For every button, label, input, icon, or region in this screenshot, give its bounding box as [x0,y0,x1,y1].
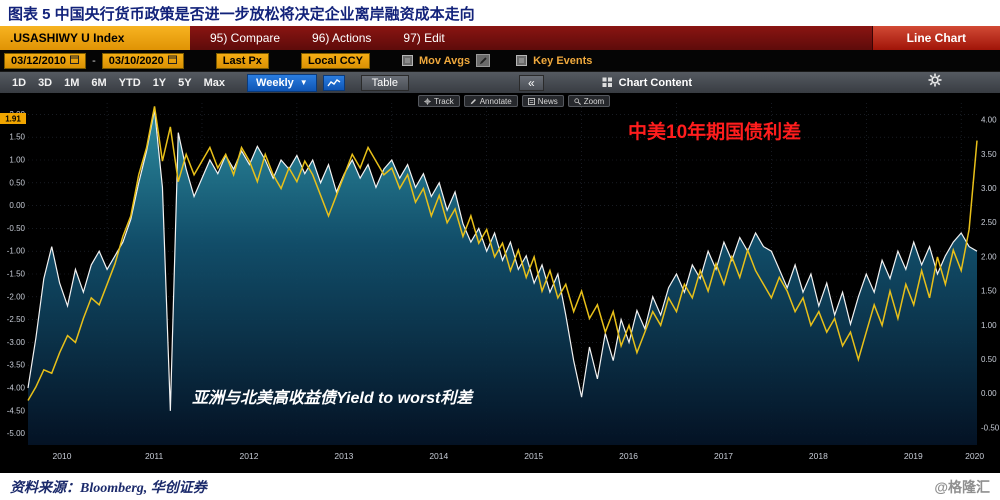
annotation-cn-us-10y-spread: 中美10年期国债利差 [628,122,802,143]
pencil-icon[interactable] [476,54,491,67]
movavgs-checkbox[interactable] [401,55,413,66]
line-chart-button[interactable]: Line Chart [871,26,1000,50]
collapse-button[interactable]: « [518,74,544,91]
keyevents-label: Key Events [533,54,593,67]
period-bar: 1D 3D 1M 6M YTD 1Y 5Y Max Weekly ▼ Table… [0,71,1000,93]
svg-text:1.91: 1.91 [5,115,21,124]
line-chart-icon [327,78,341,86]
watermark: @格隆汇 [934,478,990,495]
frequency-select[interactable]: Weekly ▼ [247,73,317,92]
svg-text:-1.00: -1.00 [7,247,26,256]
svg-text:-1.50: -1.50 [7,270,26,279]
svg-text:2020: 2020 [965,451,984,461]
menu-item-edit[interactable]: 97) Edit [403,31,445,45]
annotate-icon [470,98,476,104]
svg-text:0.50: 0.50 [9,178,25,187]
range-5y[interactable]: 5Y [178,76,192,89]
gear-icon[interactable] [928,73,942,92]
menu-item-compare[interactable]: 95) Compare [210,31,281,45]
calendar-icon [70,55,80,67]
settings-bar: 03/12/2010 - 03/10/2020 Last Px Local CC… [0,50,1000,71]
svg-text:-2.00: -2.00 [7,292,26,301]
svg-text:3.00: 3.00 [981,184,997,193]
svg-text:2010: 2010 [53,451,72,461]
svg-text:-0.50: -0.50 [981,423,1000,432]
svg-text:2.00: 2.00 [981,252,997,261]
menu-item-actions[interactable]: 96) Actions [312,31,372,45]
annotation-asia-na-hy-ytw-spread: 亚洲与北美高收益债Yield to worst利差 [192,390,473,407]
svg-text:0.50: 0.50 [981,355,997,364]
annotate-button[interactable]: Annotate [463,95,518,107]
date-from-input[interactable]: 03/12/2010 [4,52,87,69]
range-3d[interactable]: 3D [38,76,53,89]
linechart-icon-button[interactable] [322,74,345,91]
track-icon [424,97,431,105]
svg-text:1.50: 1.50 [981,287,997,296]
range-ytd[interactable]: YTD [118,76,141,89]
zoom-icon [574,97,581,105]
svg-text:2013: 2013 [334,451,353,461]
news-icon [527,97,535,105]
range-1d[interactable]: 1D [12,76,27,89]
calendar-icon [167,55,177,67]
svg-text:-0.50: -0.50 [7,224,26,233]
svg-text:2015: 2015 [524,451,543,461]
table-button[interactable]: Table [360,74,409,91]
last-price-marker: 1.91 [0,113,26,125]
svg-text:2017: 2017 [714,451,733,461]
grid-icon [602,77,612,87]
svg-text:2.50: 2.50 [981,218,997,227]
svg-text:2012: 2012 [240,451,259,461]
movavgs-label: Mov Avgs [418,54,471,67]
figure-caption: 图表 5 中国央行货币政策是否进一步放松将决定企业离岸融资成本走向 [8,5,475,23]
news-button[interactable]: News [521,95,564,107]
date-to-input[interactable]: 03/10/2020 [101,52,184,69]
svg-text:1.00: 1.00 [9,156,25,165]
range-6m[interactable]: 6M [91,76,107,89]
svg-text:3.50: 3.50 [981,150,997,159]
chart-canvas[interactable]: Track Annotate News Zoom 中美10年期国债利差 亚洲与北… [0,93,1000,473]
svg-text:2011: 2011 [145,451,164,461]
svg-text:2018: 2018 [809,451,828,461]
svg-text:-5.00: -5.00 [7,429,26,438]
svg-text:-3.50: -3.50 [7,361,26,370]
currency-select[interactable]: Local CCY [300,52,370,69]
range-1m[interactable]: 1M [64,76,80,89]
svg-text:0.00: 0.00 [981,389,997,398]
track-button[interactable]: Track [418,95,460,107]
svg-text:1.00: 1.00 [981,321,997,330]
security-field[interactable]: .USASHIWY U Index [0,26,190,50]
chart-content-button[interactable]: Chart Content [602,77,692,89]
svg-text:2014: 2014 [429,451,448,461]
chart-plot[interactable]: 2.00 1.50 1.00 0.50 0.00 -0.50 -1.00 -1.50 -2.00… [0,93,1000,473]
price-field-select[interactable]: Last Px [215,52,269,69]
keyevents-checkbox[interactable] [516,55,528,66]
zoom-button[interactable]: Zoom [567,95,611,107]
figure-caption-bar: 图表 5 中国央行货币政策是否进一步放松将决定企业离岸融资成本走向 [0,0,1000,26]
svg-text:0.00: 0.00 [9,201,25,210]
range-max[interactable]: Max [203,76,226,89]
chart-tools: Track Annotate News Zoom [418,95,611,107]
svg-text:-2.50: -2.50 [7,315,26,324]
date-separator: - [92,54,96,67]
svg-text:-4.50: -4.50 [7,406,26,415]
chevron-down-icon: ▼ [299,78,308,87]
footer: 资料来源：Bloomberg, 华创证券 @格隆汇 [0,473,1000,500]
svg-text:2019: 2019 [904,451,923,461]
svg-text:-3.00: -3.00 [7,338,26,347]
svg-text:4.00: 4.00 [981,116,997,125]
svg-text:1.50: 1.50 [9,133,25,142]
main-toolbar: .USASHIWY U Index 95) Compare 96) Action… [0,26,1000,50]
source-text: 资料来源：Bloomberg, 华创证券 [10,480,207,496]
svg-text:-4.00: -4.00 [7,384,26,393]
svg-text:2016: 2016 [619,451,638,461]
range-1y[interactable]: 1Y [152,76,167,89]
